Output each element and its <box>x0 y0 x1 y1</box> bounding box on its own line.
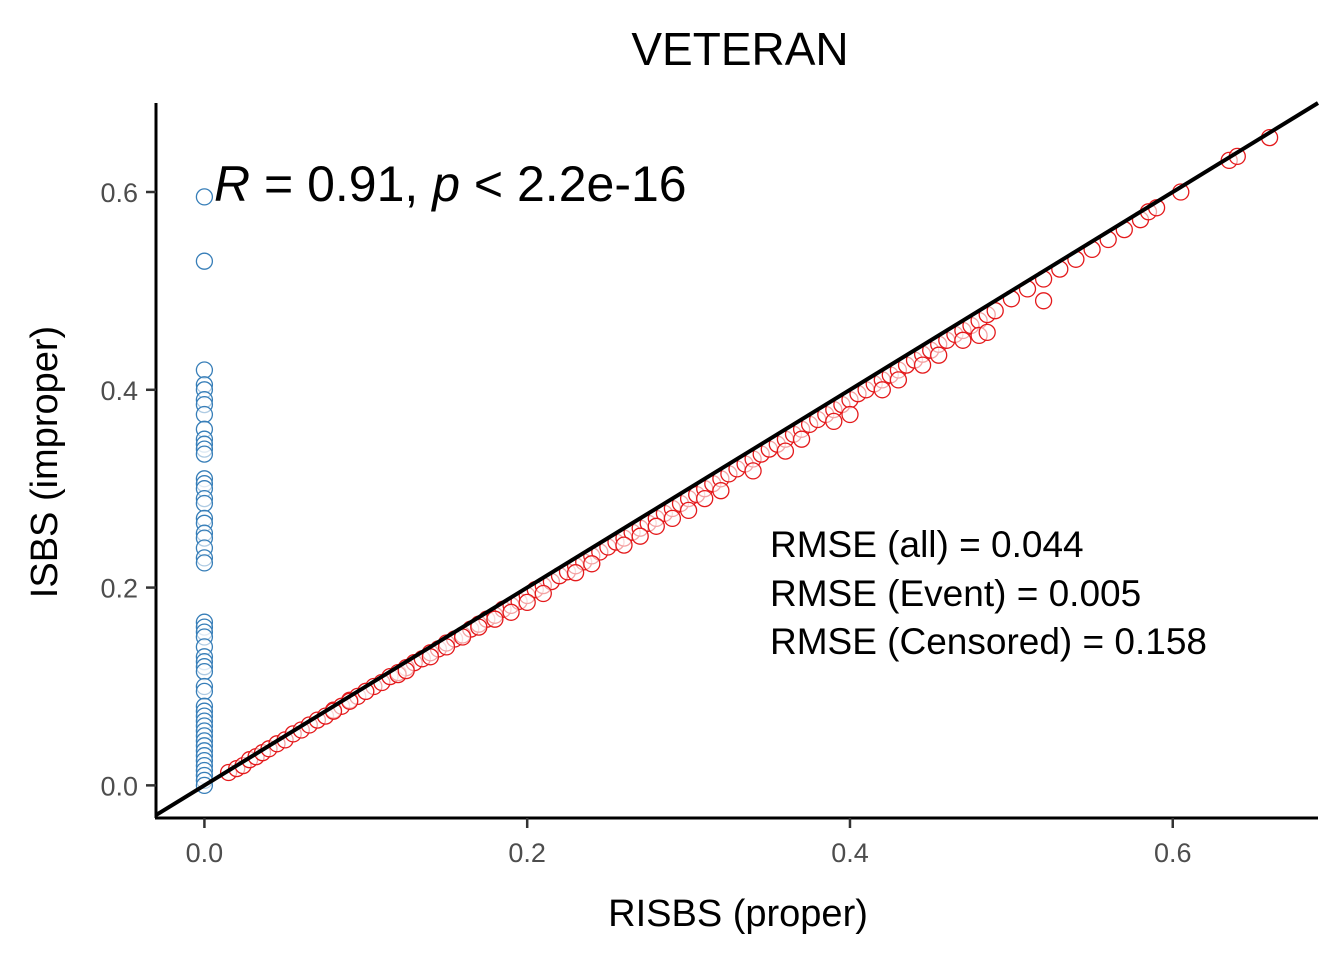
event-point <box>647 517 665 535</box>
event-point <box>566 564 585 582</box>
censored-point <box>195 445 214 463</box>
rmse-censored: RMSE (Censored) = 0.158 <box>770 621 1207 662</box>
event-point <box>954 331 972 349</box>
event-point <box>825 412 843 431</box>
event-point <box>712 482 730 500</box>
event-point <box>889 371 908 389</box>
x-axis-ticks: 0.0 0.2 0.4 0.6 <box>186 818 1192 868</box>
y-tick-label: 0.0 <box>100 771 138 801</box>
x-tick-label: 0.6 <box>1154 838 1192 868</box>
y-tick-label: 0.2 <box>100 574 138 604</box>
points-layer <box>195 128 1279 795</box>
x-axis-title: RISBS (proper) <box>608 893 868 935</box>
censored-point <box>195 554 214 572</box>
chart-title: VETERAN <box>631 23 848 75</box>
event-point <box>615 536 633 554</box>
p-symbol: p <box>430 156 460 212</box>
r-value: = 0.91, <box>250 156 432 212</box>
x-tick-label: 0.0 <box>186 838 224 868</box>
rmse-all: RMSE (all) = 0.044 <box>770 524 1084 565</box>
event-point <box>978 323 996 342</box>
event-point <box>776 442 795 460</box>
censored-point <box>195 252 214 270</box>
event-point <box>696 489 714 508</box>
y-axis-title: ISBS (improper) <box>24 326 66 598</box>
event-point <box>502 603 520 621</box>
x-tick-label: 0.2 <box>508 838 546 868</box>
correlation-annotation: R = 0.91, p < 2.2e-16 <box>214 156 687 212</box>
censored-point <box>195 188 214 206</box>
event-point <box>534 584 552 603</box>
event-point <box>518 593 536 612</box>
x-tick-label: 0.4 <box>831 838 869 868</box>
event-point <box>841 405 859 424</box>
identity-reference-line <box>154 101 1320 817</box>
event-point <box>631 527 649 545</box>
p-value: < 2.2e-16 <box>460 156 687 212</box>
censored-point <box>195 682 214 701</box>
event-point <box>679 501 698 520</box>
censored-point <box>195 405 214 424</box>
event-point <box>744 462 762 480</box>
censored-point <box>195 361 214 379</box>
r-symbol: R <box>214 156 250 212</box>
event-point <box>930 346 948 364</box>
y-axis-ticks: 0.0 0.2 0.4 0.6 <box>100 178 156 801</box>
event-point <box>583 555 601 573</box>
rmse-event: RMSE (Event) = 0.005 <box>770 573 1141 614</box>
y-tick-label: 0.4 <box>100 376 138 406</box>
event-point <box>1034 292 1053 310</box>
censored-point <box>195 662 214 681</box>
event-point <box>873 381 891 399</box>
event-point <box>792 430 811 448</box>
event-point <box>913 356 932 374</box>
event-point <box>486 610 504 628</box>
y-tick-label: 0.6 <box>100 178 138 208</box>
event-point <box>663 509 682 528</box>
censored-point <box>195 494 214 513</box>
